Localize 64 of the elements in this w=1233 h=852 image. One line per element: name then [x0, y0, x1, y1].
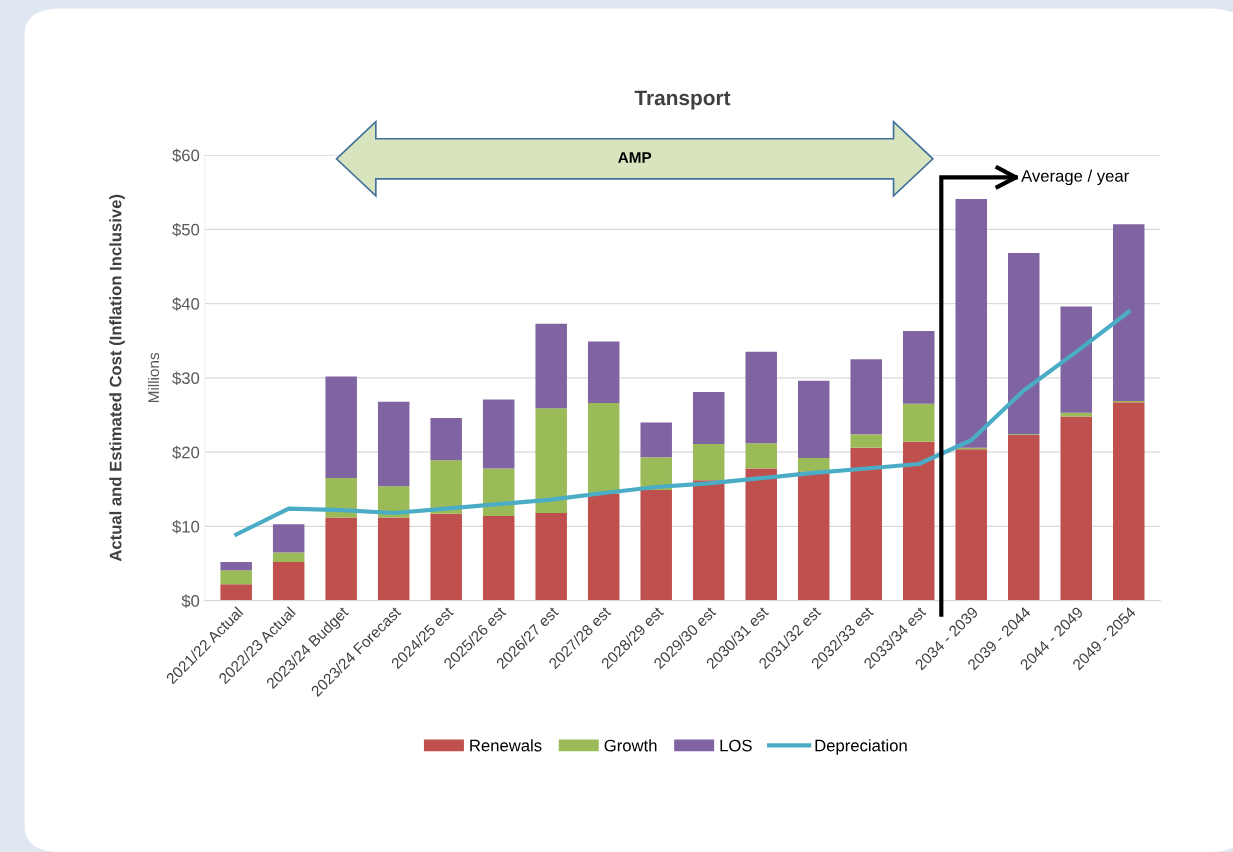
bar: [850, 359, 882, 435]
annotation: Average / year: [1021, 169, 1129, 186]
bar: [325, 376, 357, 479]
bar: [1007, 253, 1040, 435]
line-series: [234, 309, 1131, 537]
legend-label: Depreciation: [815, 739, 907, 755]
bar: [1060, 416, 1092, 601]
legend-label: Growth: [604, 739, 657, 752]
y-tick-label: $30: [172, 371, 200, 386]
y-tick-label: $40: [172, 297, 200, 311]
bar: [587, 493, 620, 601]
bar: [745, 443, 777, 469]
bar: [272, 562, 305, 601]
bar: [692, 480, 725, 601]
legend-label: LOS: [720, 739, 752, 752]
y-tick-label: $60: [172, 148, 200, 163]
bar: [902, 441, 935, 601]
bar: [587, 341, 620, 404]
annotation: AMP: [618, 152, 652, 163]
bar: [850, 434, 882, 448]
y-tick-label: $10: [172, 520, 200, 534]
legend-label: Renewals: [470, 739, 542, 752]
bar: [325, 517, 357, 601]
bar: [220, 584, 252, 601]
bar: [430, 460, 462, 514]
bar: [535, 408, 567, 514]
bar: [1113, 224, 1145, 401]
bar: [535, 323, 567, 409]
bar: [902, 403, 935, 442]
bar: [430, 513, 462, 601]
bar: [1060, 306, 1092, 413]
bar: [797, 471, 830, 601]
bar: [220, 570, 252, 585]
bar: [955, 198, 987, 448]
bar: [640, 490, 672, 601]
y-axis-title: Actual and Estimated Cost (Inflation Inclusive): [109, 194, 125, 562]
bar: [955, 449, 987, 601]
text: Millions: [147, 352, 160, 403]
y-tick-label: $50: [172, 223, 200, 237]
bar: [745, 468, 777, 601]
bar: [272, 552, 305, 563]
bar: [692, 391, 725, 444]
bar: [692, 443, 725, 481]
bar: [745, 351, 777, 444]
bar: [902, 331, 935, 404]
y-tick-label: $20: [172, 445, 200, 460]
bar: [1113, 402, 1145, 601]
bar: [377, 401, 410, 487]
bar: [587, 403, 620, 494]
bar: [482, 516, 515, 601]
y-tick-label: $0: [181, 594, 200, 608]
bar: [1007, 435, 1040, 601]
bar: [850, 447, 882, 601]
chart-title: Transport: [634, 90, 731, 110]
bar: [272, 524, 305, 553]
bar: [220, 562, 252, 571]
bar: [430, 417, 462, 461]
bar: [482, 399, 515, 469]
bar: [482, 468, 515, 516]
bar: [640, 422, 672, 458]
bar: [377, 517, 410, 601]
bar: [797, 380, 830, 459]
bar: [535, 513, 567, 601]
bar: [797, 458, 830, 472]
